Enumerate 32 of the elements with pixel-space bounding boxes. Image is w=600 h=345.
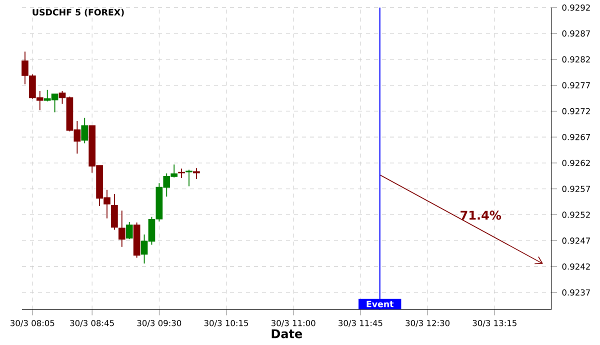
y-tick-label: 0.9287 (562, 30, 590, 37)
y-tick-label: 0.9277 (562, 82, 590, 89)
candlestick (118, 210, 126, 248)
x-tick-label: 30/3 10:15 (204, 320, 248, 328)
candlestick (193, 168, 200, 180)
ref-line-label: Event (366, 301, 394, 308)
y-tick-label: 0.9267 (562, 134, 590, 140)
candlestick (186, 169, 192, 187)
candlestick (81, 118, 88, 144)
x-tick-label: 30/3 11:45 (338, 320, 382, 328)
y-tick-label: 0.9272 (562, 108, 590, 115)
y-tick-label: 0.9262 (562, 160, 590, 166)
candlestick (126, 222, 133, 240)
y-tick-label: 0.9247 (562, 238, 590, 244)
annotation: 71.4% (460, 210, 502, 220)
x-tick-label: 30/3 08:05 (10, 320, 54, 328)
y-tick-label: 0.9282 (562, 56, 590, 63)
x-tick-label: 30/3 12:30 (406, 320, 450, 328)
y-tick-label: 0.9257 (562, 186, 590, 192)
chart-title: USDCHF 5 (FOREX) (32, 9, 124, 17)
x-tick-label: 30/3 09:30 (137, 320, 182, 328)
x-tick-label: 30/3 08:45 (70, 320, 114, 328)
candlestick (178, 168, 185, 179)
y-tick-label: 0.9242 (562, 264, 590, 270)
y-tick-label: 0.9252 (562, 212, 590, 218)
x-tick-label: 30/3 13:15 (472, 320, 516, 328)
candlestick (111, 194, 118, 230)
x-tick-label: 30/3 11:00 (272, 320, 316, 328)
x-axis-title: Date (272, 330, 302, 338)
candlestick (133, 222, 140, 258)
y-tick-label: 0.9292 (562, 4, 590, 11)
y-tick-label: 0.9237 (562, 290, 590, 296)
